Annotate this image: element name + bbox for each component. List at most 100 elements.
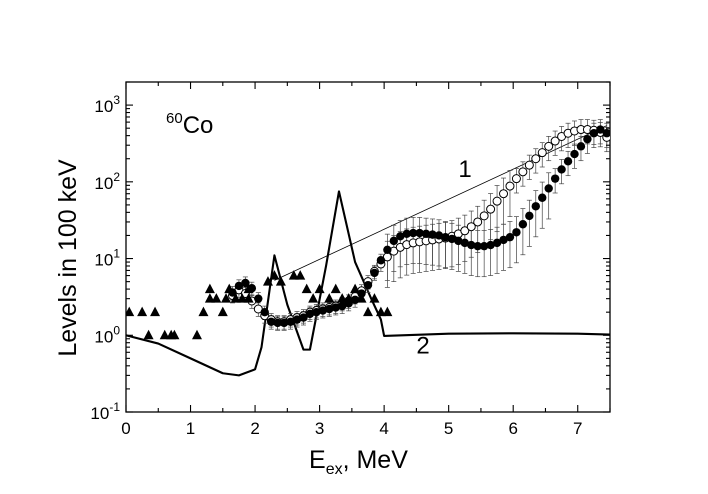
triangle-point	[198, 306, 209, 317]
x-tick-label: 7	[573, 419, 582, 438]
filled-circle-point	[363, 280, 373, 290]
open-circle-point	[499, 189, 509, 199]
filled-circle-point	[441, 232, 450, 242]
y-tick-label: 101	[94, 247, 120, 270]
open-circle-point	[531, 154, 541, 164]
filled-circle-point	[312, 307, 321, 317]
filled-circle-point	[505, 232, 515, 242]
nucleus-label: 60Co	[166, 110, 213, 139]
triangle-point	[369, 293, 380, 303]
x-axis-title-main: E	[309, 446, 326, 474]
x-tick-label: 6	[508, 419, 517, 438]
triangle-point	[217, 306, 228, 317]
plot-data	[126, 119, 610, 377]
filled-circle-point	[570, 149, 579, 159]
filled-circle-point	[557, 165, 566, 174]
filled-circle-point	[408, 228, 418, 238]
plot-labels: Levels in 100 keV Eex, MeV 60Co 0 1 2 3 4 5 6 7…	[54, 93, 582, 478]
filled-circle-point	[479, 241, 489, 251]
triangle-point	[343, 293, 354, 303]
open-circle-point	[518, 167, 528, 177]
filled-circle-point	[492, 238, 502, 248]
filled-circle-point	[383, 245, 392, 255]
plot-frame-box	[125, 81, 611, 413]
filled-circle-point	[583, 134, 592, 144]
open-circle-point	[511, 174, 521, 184]
triangle-point	[224, 283, 235, 294]
y-tick-label: 100	[94, 323, 120, 346]
filled-circle-point	[254, 294, 263, 303]
filled-circle-point	[499, 235, 508, 245]
open-circle-point	[505, 181, 515, 191]
x-tick-label: 5	[444, 419, 453, 438]
triangle-point	[211, 293, 222, 303]
x-tick-label: 2	[250, 419, 259, 438]
triangle-point	[363, 306, 373, 317]
triangle-point	[275, 276, 286, 286]
filled-circle-point	[370, 268, 379, 278]
filled-circle-point	[531, 202, 540, 211]
y-axis-title: Levels in 100 keV	[54, 159, 82, 357]
filled-circle-point	[525, 211, 534, 221]
filled-circle-point	[396, 232, 405, 241]
nucleus-symbol: Co	[183, 112, 214, 139]
triangle-point	[375, 306, 386, 317]
y-tick-label-exponent: 3	[113, 93, 120, 107]
filled-circle-point	[589, 129, 599, 138]
filled-circle-point	[402, 229, 411, 239]
filled-circle-point	[292, 315, 302, 324]
open-circle-point	[486, 204, 496, 214]
triangle-point	[230, 293, 241, 303]
filled-circle-point	[376, 256, 386, 265]
filled-circle-point	[563, 157, 573, 166]
y-tick-label-base: 10	[94, 327, 113, 346]
filled-circle-point	[421, 229, 431, 239]
triangle-point	[330, 283, 341, 294]
x-tick-label: 4	[379, 419, 388, 438]
plot-series-group	[126, 119, 610, 377]
triangle-point	[169, 329, 180, 340]
filled-circle-point	[550, 174, 560, 183]
y-tick-label-exponent: -1	[109, 400, 120, 414]
triangle-point	[324, 293, 335, 303]
open-circle-point	[544, 141, 554, 151]
filled-circle-point	[544, 184, 553, 193]
triangle-point	[143, 329, 154, 340]
filled-circle-point	[596, 125, 605, 134]
curve-annotation: 2	[416, 332, 429, 359]
x-tick-label: 0	[121, 419, 130, 438]
x-axis-title: Eex, MeV	[309, 446, 408, 478]
open-circle-point	[492, 196, 502, 206]
filled-circle-point	[512, 228, 521, 237]
x-tick-label: 3	[315, 419, 324, 438]
nucleus-mass-number: 60	[166, 110, 183, 127]
filled-circle-point	[318, 306, 328, 315]
plot-frame	[125, 81, 611, 413]
y-tick-label-base: 10	[94, 251, 113, 270]
triangle-point	[221, 293, 232, 303]
open-circle-point	[524, 160, 534, 170]
triangle-point	[288, 270, 299, 280]
y-tick-label-exponent: 1	[113, 247, 120, 261]
filled-circle-point	[538, 193, 547, 202]
triangle-point	[150, 306, 161, 317]
triangle-point	[243, 293, 254, 303]
triangle-point	[204, 283, 215, 294]
y-tick-label-base: 10	[90, 404, 109, 423]
filled-circle-point	[447, 234, 457, 244]
triangle-point	[350, 283, 361, 294]
triangle-point	[237, 293, 248, 303]
filled-circle-point	[234, 281, 244, 291]
triangle-point	[191, 329, 202, 340]
triangle-point	[269, 270, 280, 280]
y-tick-label-base: 10	[94, 174, 113, 193]
filled-circle-point	[273, 318, 282, 328]
open-circle-point	[537, 148, 547, 158]
open-circle-point	[550, 136, 560, 146]
filled-circle-point	[434, 231, 444, 240]
curve-1-line	[274, 125, 607, 281]
triangle-point	[337, 293, 348, 303]
filled-circle-point	[267, 317, 276, 326]
filled-circle-point	[337, 301, 347, 311]
